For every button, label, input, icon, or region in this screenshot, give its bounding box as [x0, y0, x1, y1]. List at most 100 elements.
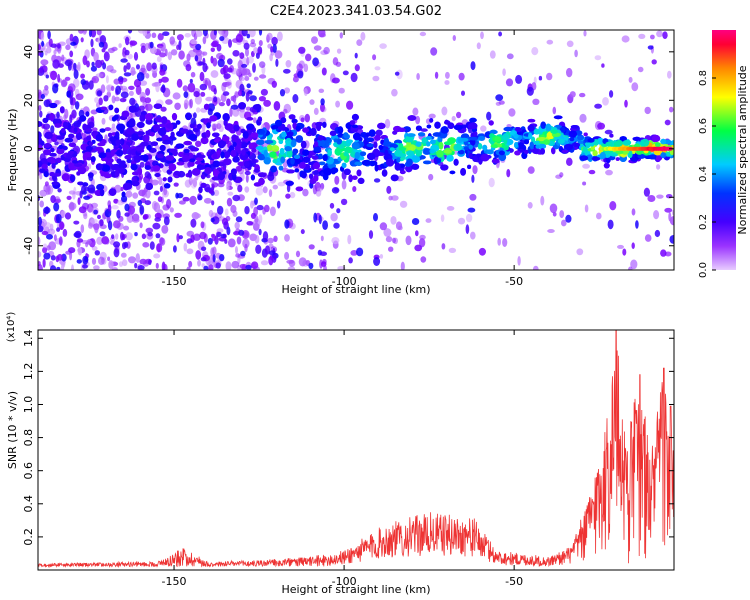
- heatmap-cell: [497, 143, 503, 148]
- heatmap-cell: [344, 146, 353, 154]
- heatmap-cell: [423, 148, 431, 155]
- heatmap-cell: [183, 99, 189, 109]
- heatmap-cell: [124, 49, 130, 56]
- heatmap-cell: [144, 171, 151, 179]
- heatmap-cell: [232, 141, 237, 147]
- heatmap-cell: [176, 233, 180, 243]
- heatmap-cell: [278, 152, 287, 160]
- heatmap-cell: [561, 219, 567, 227]
- heatmap-cell: [309, 173, 314, 179]
- heatmap-cell: [148, 259, 152, 266]
- heatmap-cell: [103, 51, 110, 62]
- heatmap-cell: [373, 178, 381, 183]
- heatmap-cell: [199, 71, 205, 82]
- heatmap-cell: [130, 66, 136, 76]
- heatmap-cell: [135, 253, 140, 263]
- heatmap-cell: [182, 154, 190, 162]
- heatmap-cell: [97, 214, 101, 220]
- heatmap-cell: [175, 120, 181, 125]
- heatmap-cell: [139, 222, 143, 229]
- heatmap-cell: [590, 141, 595, 147]
- heatmap-cell: [118, 261, 124, 267]
- heatmap-cell: [94, 223, 99, 234]
- heatmap-cell: [61, 173, 70, 182]
- heatmap-cell: [237, 184, 243, 193]
- heatmap-cell: [559, 126, 566, 133]
- heatmap-cell: [302, 149, 310, 156]
- heatmap-cell: [73, 69, 79, 80]
- heatmap-cell: [144, 113, 154, 121]
- heatmap-cell: [213, 189, 220, 197]
- heatmap-cell: [193, 233, 201, 241]
- heatmap-cell: [73, 62, 77, 71]
- heatmap-cell: [82, 55, 88, 66]
- colorbar: 0.0 0.2 0.4 0.6 0.8 Normalized spectral ampl…: [698, 30, 749, 278]
- heatmap-cell: [232, 108, 240, 117]
- x-tick-label: -150: [162, 575, 187, 588]
- heatmap-cell: [103, 95, 109, 102]
- heatmap-cell: [341, 162, 347, 168]
- heatmap-cell: [263, 149, 268, 158]
- heatmap-cell: [216, 123, 222, 130]
- heatmap-cell: [136, 121, 145, 128]
- heatmap-cell: [145, 227, 154, 234]
- heatmap-cell: [198, 154, 206, 159]
- heatmap-cell: [196, 107, 201, 113]
- heatmap-cell: [46, 234, 53, 240]
- y-tick-label: 20: [22, 93, 35, 107]
- heatmap-cell: [113, 241, 121, 248]
- heatmap-cell: [215, 262, 221, 269]
- heatmap-cell: [514, 150, 521, 156]
- heatmap-cell: [162, 31, 170, 36]
- heatmap-cell: [189, 98, 193, 109]
- heatmap-cell: [381, 169, 388, 177]
- heatmap-cell: [175, 143, 185, 149]
- heatmap-cell: [644, 234, 652, 242]
- heatmap-cell: [176, 161, 185, 166]
- heatmap-cell: [284, 219, 290, 229]
- heatmap-cell: [82, 123, 88, 131]
- heatmap-cell: [227, 58, 233, 65]
- heatmap-cell: [566, 67, 573, 78]
- heatmap-cell: [136, 87, 141, 94]
- heatmap-cell: [217, 58, 225, 68]
- heatmap-cell: [39, 173, 43, 180]
- heatmap-cell: [505, 138, 514, 146]
- heatmap-cell: [105, 75, 109, 84]
- heatmap-cell: [235, 34, 244, 43]
- heatmap-cell: [390, 216, 397, 225]
- heatmap-cell: [419, 31, 427, 37]
- heatmap-cell: [187, 169, 193, 178]
- heatmap-cell: [378, 145, 384, 150]
- heatmap-cell: [596, 212, 602, 220]
- heatmap-cell: [146, 62, 153, 72]
- heatmap-cell: [175, 192, 179, 199]
- heatmap-cell: [151, 62, 157, 70]
- heatmap-cell: [352, 186, 357, 192]
- heatmap-cell: [192, 168, 201, 176]
- heatmap-cell: [107, 256, 111, 262]
- heatmap-cell: [285, 60, 292, 68]
- heatmap-cell: [184, 33, 191, 38]
- heatmap-cell: [159, 52, 166, 58]
- heatmap-cell: [162, 177, 167, 182]
- heatmap-cell: [283, 103, 291, 114]
- heatmap-cell: [271, 125, 279, 130]
- heatmap-cell: [192, 128, 199, 132]
- heatmap-cell: [669, 235, 674, 244]
- heatmap-cell: [240, 250, 246, 257]
- heatmap-cell: [373, 141, 378, 148]
- heatmap-cell: [123, 72, 132, 77]
- heatmap-cell: [216, 231, 222, 238]
- y-tick-label: 1.4: [22, 330, 35, 348]
- heatmap-cell: [411, 155, 421, 163]
- heatmap-cell: [85, 111, 90, 117]
- heatmap-cell: [446, 206, 455, 211]
- heatmap-cell: [155, 262, 159, 269]
- heatmap-cell: [615, 150, 624, 155]
- heatmap-cell: [552, 106, 557, 115]
- heatmap-cell: [503, 126, 513, 132]
- heatmap-cell: [631, 242, 635, 249]
- heatmap-cell: [540, 148, 545, 155]
- heatmap-cell: [331, 187, 340, 194]
